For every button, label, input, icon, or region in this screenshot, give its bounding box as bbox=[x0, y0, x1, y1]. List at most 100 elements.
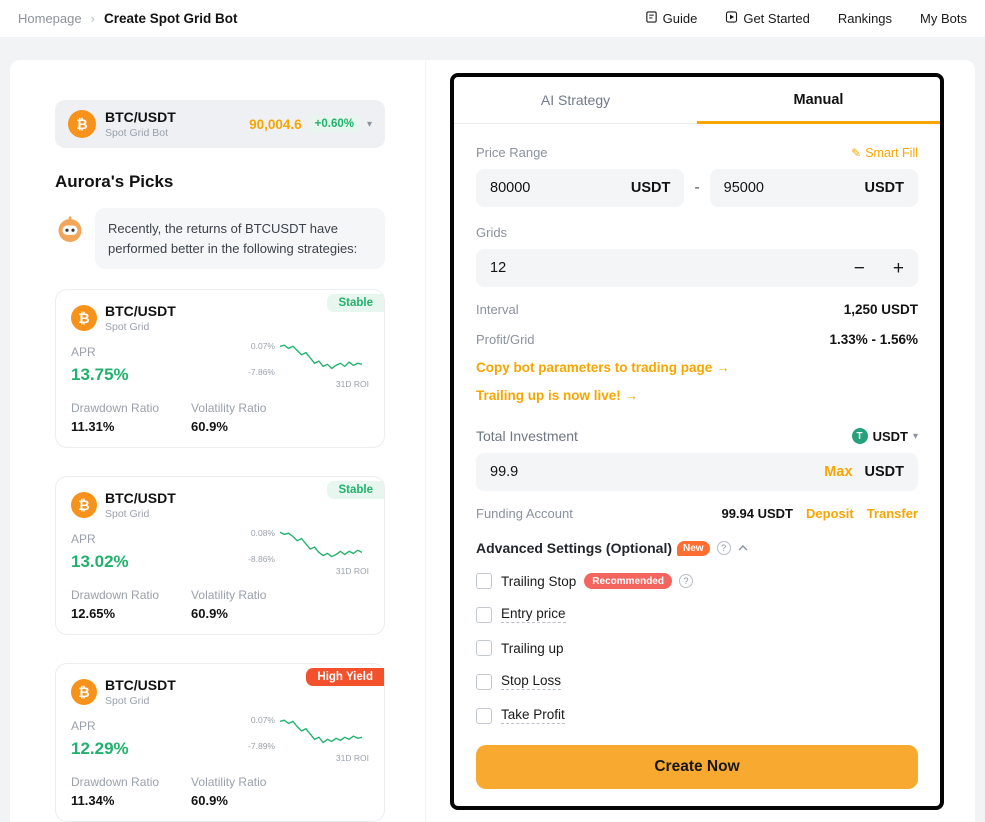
sparkline-chart bbox=[280, 719, 362, 744]
usdt-icon: T bbox=[851, 428, 868, 444]
smart-fill-button[interactable]: ✎ Smart Fill bbox=[851, 146, 918, 160]
nav-get-started-label: Get Started bbox=[743, 11, 810, 26]
nav-get-started[interactable]: Get Started bbox=[725, 10, 810, 27]
strategy-card-1[interactable]: Stable ₿ BTC/USDT Spot Grid APR 13.75% bbox=[55, 289, 385, 448]
strategy-badge: Stable bbox=[327, 481, 384, 499]
manual-strategy-panel: AI Strategy Manual Price Range ✎ Smart F… bbox=[450, 73, 944, 810]
sparkline-chart bbox=[280, 344, 362, 370]
chart-max-label: 0.07% bbox=[250, 715, 275, 725]
copy-parameters-link[interactable]: Copy bot parameters to trading page → bbox=[476, 360, 730, 375]
investment-value: 99.9 bbox=[490, 464, 519, 480]
tab-ai-strategy[interactable]: AI Strategy bbox=[540, 92, 611, 108]
assistant-note: Recently, the returns of BTCUSDT have pe… bbox=[55, 208, 385, 269]
investment-input[interactable]: 99.9 Max USDT bbox=[476, 453, 918, 491]
take-profit-label: Take Profit bbox=[501, 707, 565, 724]
interval-label: Interval bbox=[476, 302, 519, 317]
apr-label: APR bbox=[71, 345, 96, 359]
volatility-value: 60.9% bbox=[191, 793, 228, 808]
checkbox[interactable] bbox=[476, 606, 492, 623]
checkbox-take-profit[interactable]: Take Profit bbox=[476, 707, 918, 724]
nav-my-bots[interactable]: My Bots bbox=[920, 11, 967, 26]
nav-guide[interactable]: Guide bbox=[645, 10, 697, 27]
checkbox-trailing-stop[interactable]: Trailing Stop Recommended ? bbox=[476, 573, 918, 589]
price-min-input[interactable]: 80000 USDT bbox=[476, 169, 685, 207]
left-column: ₿ BTC/USDT Spot Grid Bot 90,004.6 +0.60%… bbox=[55, 100, 385, 822]
volatility-value: 60.9% bbox=[191, 606, 228, 621]
currency-label: USDT bbox=[872, 428, 908, 444]
transfer-link[interactable]: Transfer bbox=[866, 506, 918, 521]
strategy-card-3[interactable]: High Yield ₿ BTC/USDT Spot Grid APR 12.2… bbox=[55, 663, 385, 822]
checkbox[interactable] bbox=[476, 573, 492, 589]
advanced-settings-toggle[interactable]: Advanced Settings (Optional) New ? bbox=[476, 540, 918, 556]
roi-sparkline: 0.07% -7.89% 31D ROI bbox=[243, 715, 369, 763]
checkbox-trailing-up[interactable]: Trailing up bbox=[476, 640, 918, 656]
smart-fill-label: Smart Fill bbox=[865, 145, 918, 160]
profit-grid-label: Profit/Grid bbox=[476, 332, 535, 347]
card-pair-type: Spot Grid bbox=[105, 508, 150, 520]
breadcrumb-homepage[interactable]: Homepage bbox=[18, 11, 82, 26]
checkbox-stop-loss[interactable]: Stop Loss bbox=[476, 673, 918, 690]
drawdown-value: 11.31% bbox=[71, 419, 115, 434]
apr-value: 13.02% bbox=[71, 552, 129, 571]
checkbox[interactable] bbox=[476, 673, 492, 690]
price-change-badge: +0.60% bbox=[308, 116, 360, 132]
investment-unit: USDT bbox=[864, 464, 904, 480]
pair-selector[interactable]: ₿ BTC/USDT Spot Grid Bot 90,004.6 +0.60%… bbox=[55, 100, 385, 148]
price-max-input[interactable]: 95000 USDT bbox=[709, 169, 919, 207]
advanced-settings-title: Advanced Settings (Optional) bbox=[476, 540, 673, 556]
strategy-badge: High Yield bbox=[306, 668, 384, 686]
help-icon[interactable]: ? bbox=[678, 574, 693, 588]
card-pair-type: Spot Grid bbox=[105, 695, 150, 707]
volatility-label: Volatility Ratio bbox=[191, 401, 267, 415]
help-icon[interactable]: ? bbox=[716, 541, 731, 555]
entry-price-label: Entry price bbox=[501, 606, 566, 623]
grids-label: Grids bbox=[476, 225, 508, 240]
get-started-icon bbox=[725, 10, 738, 27]
btc-icon: ₿ bbox=[71, 305, 97, 331]
breadcrumb: Homepage › Create Spot Grid Bot bbox=[18, 11, 237, 26]
interval-value: 1,250 USDT bbox=[843, 302, 918, 317]
card-pair-name: BTC/USDT bbox=[105, 677, 176, 693]
card-pair-name: BTC/USDT bbox=[105, 490, 176, 506]
trailing-up-label: Trailing up bbox=[501, 640, 564, 656]
tab-manual[interactable]: Manual bbox=[697, 77, 940, 124]
pair-price: 90,004.6 bbox=[249, 116, 302, 132]
guide-icon bbox=[645, 10, 658, 27]
apr-value: 12.29% bbox=[71, 739, 129, 758]
max-button[interactable]: Max bbox=[824, 464, 853, 480]
card-pair-name: BTC/USDT bbox=[105, 303, 176, 319]
apr-label: APR bbox=[71, 532, 96, 546]
strategy-card-2[interactable]: Stable ₿ BTC/USDT Spot Grid APR 13.02% bbox=[55, 476, 385, 635]
drawdown-value: 12.65% bbox=[71, 606, 116, 621]
nav-rankings[interactable]: Rankings bbox=[838, 11, 892, 26]
profit-grid-value: 1.33% - 1.56% bbox=[829, 332, 918, 347]
chart-min-label: -7.86% bbox=[248, 367, 275, 377]
grids-input[interactable]: 12 − + bbox=[476, 249, 918, 287]
deposit-link[interactable]: Deposit bbox=[806, 506, 854, 521]
checkbox[interactable] bbox=[476, 707, 492, 724]
btc-icon: ₿ bbox=[71, 492, 97, 518]
chevron-right-icon: › bbox=[90, 11, 95, 26]
checkbox-entry-price[interactable]: Entry price bbox=[476, 606, 918, 623]
card-pair-type: Spot Grid bbox=[105, 321, 150, 333]
nav-my-bots-label: My Bots bbox=[920, 11, 967, 26]
grids-value: 12 bbox=[490, 260, 507, 276]
content-sheet: ₿ BTC/USDT Spot Grid Bot 90,004.6 +0.60%… bbox=[10, 60, 975, 822]
drawdown-label: Drawdown Ratio bbox=[71, 775, 160, 789]
checkbox[interactable] bbox=[476, 640, 492, 656]
chart-min-label: -7.89% bbox=[248, 741, 275, 751]
price-range-label: Price Range bbox=[476, 145, 548, 160]
roi-period-label: 31D ROI bbox=[335, 753, 369, 763]
volatility-label: Volatility Ratio bbox=[191, 775, 267, 789]
chart-max-label: 0.07% bbox=[250, 341, 275, 351]
roi-period-label: 31D ROI bbox=[335, 566, 369, 576]
currency-selector[interactable]: T USDT ▾ bbox=[851, 428, 918, 444]
grids-decrease-button[interactable]: − bbox=[853, 257, 865, 279]
apr-value: 13.75% bbox=[71, 365, 129, 384]
roi-period-label: 31D ROI bbox=[335, 379, 369, 389]
create-now-button[interactable]: Create Now bbox=[476, 745, 918, 789]
trailing-up-live-link[interactable]: Trailing up is now live! → bbox=[476, 388, 639, 403]
price-max-unit: USDT bbox=[864, 180, 905, 196]
grids-increase-button[interactable]: + bbox=[892, 257, 904, 279]
